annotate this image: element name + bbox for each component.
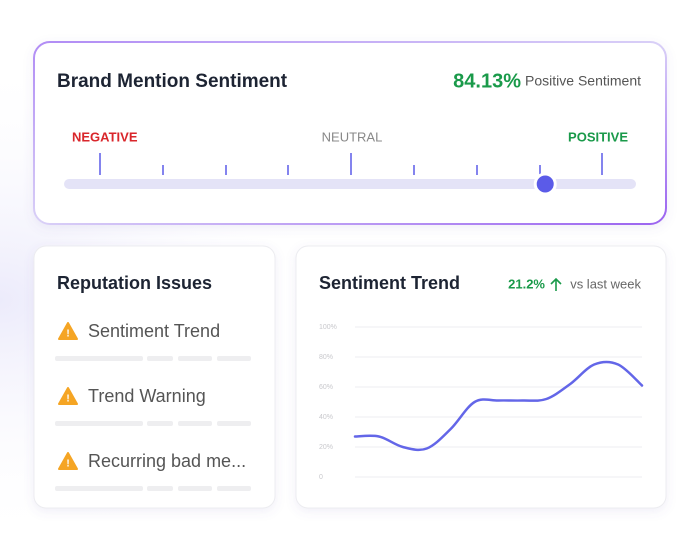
trend-card <box>295 245 667 509</box>
svg-text:!: ! <box>66 329 69 340</box>
scale-label: NEGATIVE <box>72 129 138 144</box>
warning-icon: ! <box>58 322 78 340</box>
y-tick-label: 100% <box>319 324 337 331</box>
issue-item[interactable]: Sentiment Trend <box>88 321 220 341</box>
card-title: Reputation Issues <box>57 273 212 293</box>
card-title: Sentiment Trend <box>319 273 460 293</box>
y-tick-label: 20% <box>319 444 333 451</box>
y-tick-label: 0 <box>319 474 323 481</box>
scale-label: POSITIVE <box>568 129 628 144</box>
y-tick-label: 80% <box>319 354 333 361</box>
trend-change: 21.2% <box>508 276 545 291</box>
score: 84.13% <box>453 70 521 92</box>
slider-track <box>64 179 636 189</box>
svg-text:!: ! <box>66 394 69 405</box>
warning-icon: ! <box>58 387 78 405</box>
trend-line <box>353 360 644 452</box>
trend-comparison: vs last week <box>570 276 641 291</box>
slider-knob <box>533 172 557 196</box>
issue-item[interactable]: Recurring bad me... <box>88 451 246 471</box>
up-arrow <box>550 277 562 291</box>
issues-card <box>33 245 276 509</box>
svg-text:!: ! <box>66 459 69 470</box>
scale-ticks <box>99 153 603 175</box>
skeleton <box>55 356 251 491</box>
issue-list: ! ! ! Sentiment Trend Trend Warning Recu… <box>55 321 251 491</box>
sentiment-card <box>33 41 667 225</box>
score-caption: Positive Sentiment <box>525 73 641 89</box>
y-tick-label: 40% <box>319 414 333 421</box>
y-tick-label: 60% <box>319 384 333 391</box>
warning-icon: ! <box>58 452 78 470</box>
card-title: Brand Mention Sentiment <box>57 71 288 92</box>
issue-item[interactable]: Trend Warning <box>88 386 206 406</box>
scale-label: NEUTRAL <box>322 129 383 144</box>
